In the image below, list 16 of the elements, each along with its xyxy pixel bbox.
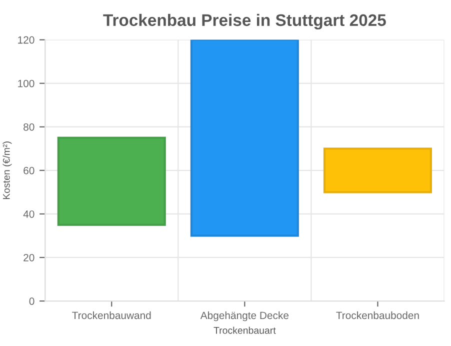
y-tick-label: 60 xyxy=(24,166,34,174)
bar xyxy=(57,136,166,226)
y-tick-label: 40 xyxy=(23,210,34,218)
bar xyxy=(190,40,299,237)
x-tick-label: Abgehängte Decke xyxy=(200,311,289,322)
y-tick-label: 20 xyxy=(24,254,34,262)
y-tick-label: 80 xyxy=(24,123,34,131)
y-tick-label: 120 xyxy=(18,36,34,44)
x-tick-label: Trockenbauboden xyxy=(336,311,419,320)
bar xyxy=(323,148,432,194)
x-tick-label: Trockenbauwand xyxy=(72,311,151,320)
x-axis-title: Trockenbauart xyxy=(214,326,276,334)
chart-title: Trockenbau Preise in Stuttgart 2025 xyxy=(103,14,386,30)
y-tick-label: 0 xyxy=(29,298,34,305)
y-axis-title: Kosten (€/m²) xyxy=(2,142,12,200)
y-tick-label: 100 xyxy=(18,80,34,88)
